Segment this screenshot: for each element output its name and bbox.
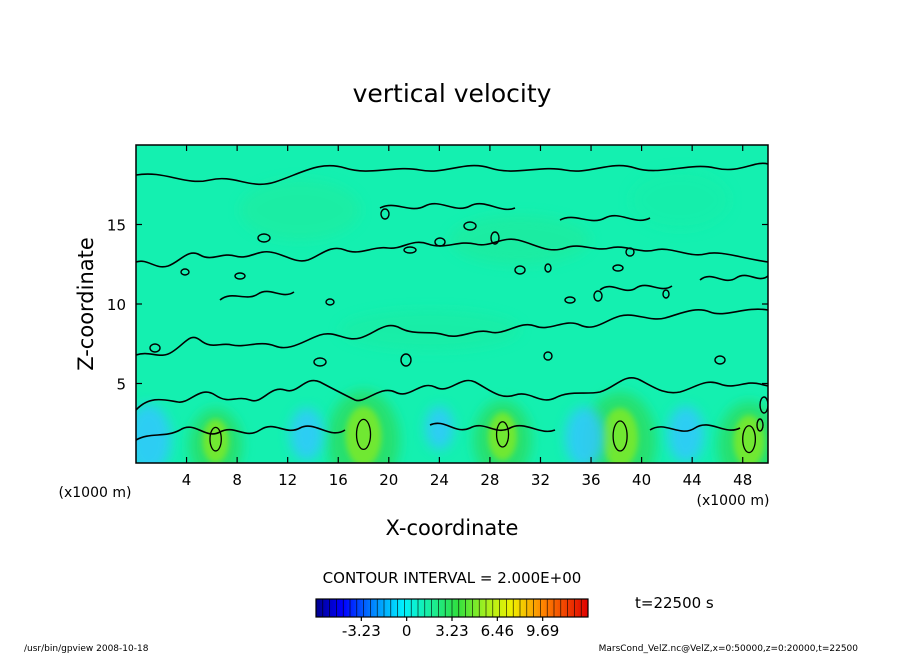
downdraft-zone bbox=[136, 403, 172, 463]
colorbar-tick-label: 9.69 bbox=[526, 622, 559, 640]
core-contours bbox=[209, 418, 757, 454]
updraft-core-inner bbox=[488, 412, 517, 461]
x-tick-label: 8 bbox=[232, 471, 242, 489]
x-tick-label: 40 bbox=[632, 471, 651, 489]
x-tick-label: 44 bbox=[683, 471, 702, 489]
x-axis-ticks: 4 8 12 16 20 24 28 32 36 40 44 48 bbox=[182, 145, 752, 489]
downdraft-zone bbox=[565, 406, 605, 463]
colorbar-tick-label: -3.23 bbox=[342, 622, 381, 640]
colorbar: -3.23 0 3.23 6.46 9.69 bbox=[315, 598, 589, 640]
time-label: t=22500 s bbox=[635, 594, 714, 612]
colorbar-tick-label: 6.46 bbox=[481, 622, 514, 640]
core-contour bbox=[355, 418, 372, 451]
x-axis-title: X-coordinate bbox=[386, 516, 519, 540]
x-tick-label: 12 bbox=[278, 471, 297, 489]
contour-interval-label: CONTOUR INTERVAL = 2.000E+00 bbox=[323, 569, 582, 587]
plot-area bbox=[136, 145, 768, 463]
colorbar-ticks: -3.23 0 3.23 6.46 9.69 bbox=[342, 617, 559, 640]
x-unit-note: (x1000 m) bbox=[697, 493, 770, 509]
colorbar-tick-label: 3.23 bbox=[435, 622, 468, 640]
x-tick-label: 24 bbox=[430, 471, 449, 489]
y-axis-ticks: 5 10 15 bbox=[107, 217, 768, 394]
x-tick-label: 28 bbox=[480, 471, 499, 489]
x-tick-label: 20 bbox=[379, 471, 398, 489]
downdraft-layer bbox=[136, 403, 705, 463]
y-tick-label: 5 bbox=[116, 376, 126, 394]
y-tick-label: 15 bbox=[107, 217, 126, 235]
footer-right: MarsCond_VelZ.nc@VelZ,x=0:50000,z=0:2000… bbox=[599, 644, 859, 654]
y-tick-label: 10 bbox=[107, 296, 126, 314]
colorbar-tick-label: 0 bbox=[402, 622, 412, 640]
x-tick-label: 4 bbox=[182, 471, 192, 489]
updraft-core-inner bbox=[345, 406, 382, 463]
x-tick-label: 32 bbox=[531, 471, 550, 489]
field-texture bbox=[240, 170, 730, 350]
core-contour bbox=[612, 420, 628, 452]
x-tick-label: 36 bbox=[581, 471, 600, 489]
downdraft-zone bbox=[425, 406, 454, 451]
updraft-core-inner bbox=[733, 415, 765, 463]
updraft-core-inner bbox=[602, 407, 639, 463]
z-unit-note: (x1000 m) bbox=[59, 485, 132, 501]
core-contour bbox=[742, 425, 757, 454]
core-contour bbox=[209, 426, 222, 452]
contour-lines bbox=[136, 162, 768, 441]
downdraft-zone bbox=[667, 405, 705, 463]
core-contour bbox=[495, 421, 510, 448]
updraft-layer bbox=[189, 390, 768, 463]
x-tick-label: 16 bbox=[329, 471, 348, 489]
colorbar-divisions bbox=[322, 599, 582, 617]
chart-title: vertical velocity bbox=[353, 79, 552, 108]
downdraft-zone bbox=[289, 407, 324, 461]
y-axis-title: Z-coordinate bbox=[74, 237, 98, 371]
contour-blobs bbox=[149, 208, 768, 432]
footer-left: /usr/bin/gpview 2008-10-18 bbox=[24, 644, 149, 654]
updraft-core-inner bbox=[202, 419, 229, 463]
x-tick-label: 48 bbox=[733, 471, 752, 489]
